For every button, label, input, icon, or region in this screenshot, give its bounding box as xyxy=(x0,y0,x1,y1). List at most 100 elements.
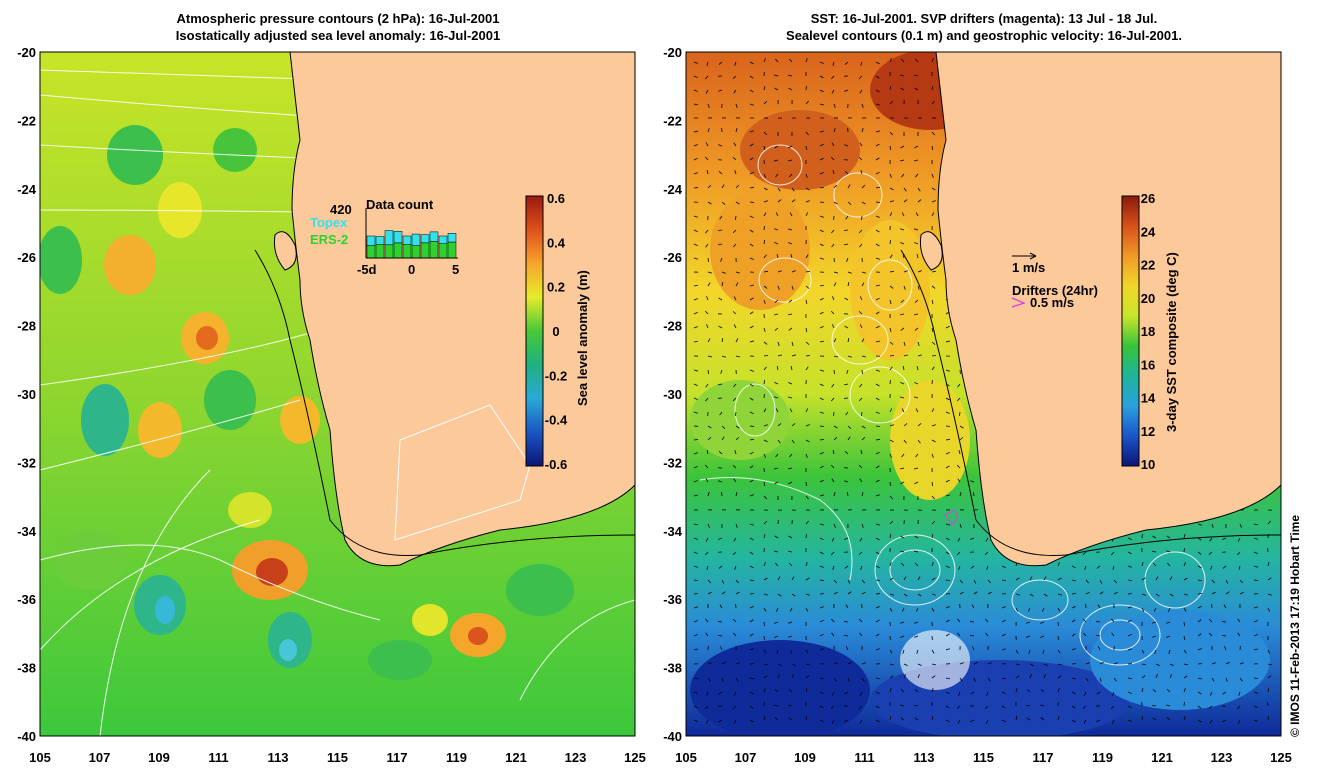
inset-bar-topex xyxy=(366,235,376,246)
drifter-arrow-icon xyxy=(1011,297,1026,308)
right-colorbar-tick: 24 xyxy=(1141,224,1156,239)
left-colorbar-tick: -0.4 xyxy=(545,413,568,428)
right-longitude-axis: 105 107 109 111 113 115 117 119 121 123 125 xyxy=(675,750,1292,765)
right-title: SST: 16-Jul-2001. SVP drifters (magenta)… xyxy=(686,10,1282,44)
left-lon-tick: 117 xyxy=(387,750,408,765)
right-lat-tick: -30 xyxy=(663,387,682,402)
left-lon-tick: 123 xyxy=(565,750,587,765)
data-count-inset: 420 Data count Topex ERS-2 -5d 0 5 xyxy=(310,197,459,277)
left-lat-tick: -28 xyxy=(17,319,36,334)
inset-bar-ers2 xyxy=(384,244,394,259)
left-lat-tick: -40 xyxy=(17,729,36,744)
right-lon-tick: 105 xyxy=(675,750,697,765)
inset-bar-ers2 xyxy=(411,245,421,259)
right-latitude-axis: -20 -22 -24 -26 -28 -30 -32 -34 -36 -38 -40 xyxy=(663,45,683,744)
left-lon-tick: 121 xyxy=(505,750,527,765)
geostrophic-velocity-arrows xyxy=(693,58,1273,724)
inset-bar-topex xyxy=(384,230,394,246)
left-lon-tick: 115 xyxy=(327,750,348,765)
left-colorbar-tick: 0 xyxy=(552,324,559,339)
left-australia-land xyxy=(254,52,635,567)
inset-xtick-2: 5 xyxy=(452,262,459,277)
inset-count-label: 420 xyxy=(330,202,352,217)
inset-bar-topex xyxy=(420,234,430,244)
left-colorbar-tick: 0.4 xyxy=(547,235,566,250)
right-map-frame xyxy=(685,51,1282,737)
left-lon-tick: 113 xyxy=(268,750,289,765)
left-lon-tick: 111 xyxy=(208,750,228,765)
left-colorbar-tick: 0.6 xyxy=(547,191,565,206)
left-lat-tick: -20 xyxy=(17,45,36,60)
left-colorbar-label: Sea level anomaly (m) xyxy=(575,270,590,406)
right-lat-tick: -40 xyxy=(663,729,682,744)
inset-bar-ers2 xyxy=(393,242,403,259)
sea-level-anomaly-blobs xyxy=(40,125,574,680)
right-lon-tick: 107 xyxy=(735,750,757,765)
left-lat-tick: -34 xyxy=(17,524,37,539)
right-lat-tick: -32 xyxy=(663,455,682,470)
inset-bar-topex xyxy=(438,235,448,244)
inset-bar-topex xyxy=(447,233,457,243)
right-lon-tick: 113 xyxy=(914,750,935,765)
inset-bar-ers2 xyxy=(438,243,448,259)
right-colorbar-tick: 26 xyxy=(1141,191,1155,206)
left-lat-tick: -38 xyxy=(17,661,36,676)
right-lon-tick: 125 xyxy=(1270,750,1292,765)
inset-bar-ers2 xyxy=(366,245,376,259)
right-lon-tick: 123 xyxy=(1211,750,1233,765)
right-lon-tick: 111 xyxy=(854,750,874,765)
drifters-label: Drifters (24hr) xyxy=(1012,283,1098,298)
left-title-line2: Isostatically adjusted sea level anomaly… xyxy=(175,28,501,43)
left-lat-tick: -26 xyxy=(17,250,36,265)
inset-legend-ers2: ERS-2 xyxy=(310,232,348,247)
right-lon-tick: 109 xyxy=(794,750,816,765)
right-lat-tick: -26 xyxy=(663,250,682,265)
vector-scale-label: 1 m/s xyxy=(1012,260,1045,275)
right-title-line1: SST: 16-Jul-2001. SVP drifters (magenta)… xyxy=(810,11,1158,26)
right-lat-tick: -36 xyxy=(663,592,682,607)
right-lat-tick: -20 xyxy=(663,45,682,60)
left-latitude-axis: -20 -22 -24 -26 -28 -30 -32 -34 -36 -38 -40 xyxy=(17,45,37,744)
right-australia-land xyxy=(900,52,1281,567)
right-colorbar-tick: 16 xyxy=(1141,357,1155,372)
right-lat-tick: -38 xyxy=(663,661,682,676)
left-colorbar-tick: 0.2 xyxy=(547,280,565,295)
left-lat-tick: -32 xyxy=(17,455,36,470)
left-lon-tick: 105 xyxy=(29,750,51,765)
inset-title: Data count xyxy=(366,197,434,212)
inset-bar-ers2 xyxy=(402,244,412,259)
left-lon-tick: 107 xyxy=(89,750,111,765)
right-lon-tick: 119 xyxy=(1092,750,1113,765)
left-colorbar-tick: -0.2 xyxy=(545,368,567,383)
sealevel-contours xyxy=(699,144,1206,666)
left-longitude-axis: 105 107 109 111 113 115 117 119 121 123 125 xyxy=(29,750,646,765)
left-map xyxy=(40,52,635,736)
right-colorbar-label: 3-day SST composite (deg C) xyxy=(1164,252,1179,432)
left-lat-tick: -22 xyxy=(17,113,36,128)
left-lon-tick: 119 xyxy=(446,750,467,765)
right-lat-tick: -24 xyxy=(663,182,683,197)
inset-bar-topex xyxy=(411,233,421,246)
inset-bar-topex xyxy=(375,236,385,245)
inset-bar-topex xyxy=(402,235,412,245)
inset-bar-ers2 xyxy=(429,241,439,259)
right-colorbar-tick: 10 xyxy=(1141,457,1155,472)
velocity-legend: 1 m/s Drifters (24hr) 0.5 m/s xyxy=(1011,252,1098,310)
right-colorbar-tick: 20 xyxy=(1141,291,1155,306)
left-title: Atmospheric pressure contours (2 hPa): 1… xyxy=(40,10,636,44)
left-colorbar-scale xyxy=(525,195,544,467)
inset-bar-ers2 xyxy=(447,241,457,259)
right-lon-tick: 117 xyxy=(1033,750,1054,765)
left-lon-tick: 109 xyxy=(148,750,170,765)
inset-xtick-1: 0 xyxy=(408,262,415,277)
inset-legend-topex: Topex xyxy=(310,215,348,230)
inset-bar-ers2 xyxy=(420,242,430,259)
right-map xyxy=(686,52,1281,736)
inset-xtick-0: -5d xyxy=(357,262,377,277)
inset-bar-topex xyxy=(393,231,403,244)
left-lon-tick: 125 xyxy=(624,750,646,765)
right-lon-tick: 121 xyxy=(1151,750,1173,765)
right-lat-tick: -28 xyxy=(663,319,682,334)
right-lon-tick: 115 xyxy=(973,750,994,765)
